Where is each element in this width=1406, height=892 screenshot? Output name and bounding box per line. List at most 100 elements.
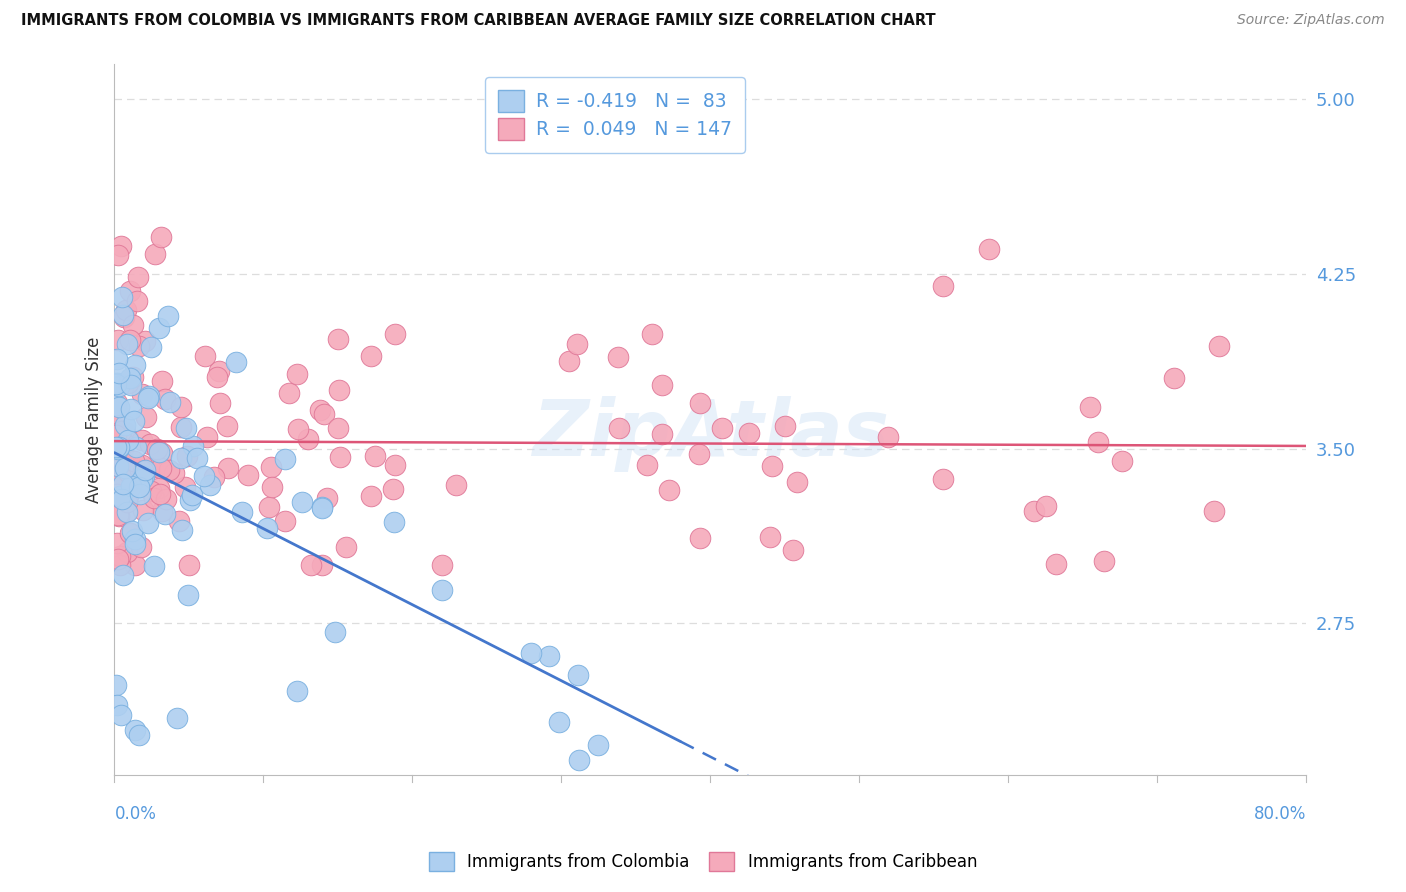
Point — [1092, 554, 1115, 568]
Point — [1035, 500, 1057, 514]
Point — [689, 395, 711, 409]
Point — [323, 625, 346, 640]
Point — [125, 294, 148, 309]
Point — [124, 358, 146, 372]
Point — [782, 543, 804, 558]
Point — [208, 396, 231, 410]
Point — [120, 377, 142, 392]
Point — [326, 421, 349, 435]
Point — [112, 310, 135, 324]
Point — [384, 326, 406, 341]
Point — [932, 278, 955, 293]
Point — [122, 318, 145, 332]
Point — [260, 480, 283, 494]
Point — [291, 495, 314, 509]
Text: ZipAtlas: ZipAtlas — [531, 396, 889, 472]
Point — [117, 432, 139, 446]
Point — [122, 370, 145, 384]
Point — [1078, 400, 1101, 414]
Point — [108, 549, 131, 564]
Point — [117, 336, 139, 351]
Point — [111, 567, 134, 582]
Point — [363, 449, 385, 463]
Point — [150, 374, 173, 388]
Point — [548, 715, 571, 730]
Point — [134, 463, 156, 477]
Point — [651, 426, 673, 441]
Point — [1022, 504, 1045, 518]
Point — [257, 500, 280, 515]
Point — [127, 269, 149, 284]
Point — [105, 468, 128, 483]
Point — [104, 428, 127, 442]
Point — [141, 340, 163, 354]
Point — [108, 509, 131, 524]
Point — [163, 466, 186, 480]
Point — [689, 531, 711, 545]
Point — [111, 308, 134, 322]
Point — [124, 558, 146, 573]
Point — [311, 558, 333, 573]
Point — [150, 461, 173, 475]
Point — [568, 753, 591, 767]
Point — [143, 247, 166, 261]
Point — [104, 376, 127, 391]
Text: Source: ZipAtlas.com: Source: ZipAtlas.com — [1237, 13, 1385, 28]
Point — [112, 435, 135, 450]
Point — [170, 400, 193, 414]
Point — [120, 477, 142, 491]
Point — [775, 419, 797, 434]
Point — [112, 462, 135, 476]
Point — [129, 487, 152, 501]
Point — [148, 445, 170, 459]
Point — [329, 450, 352, 464]
Point — [1111, 454, 1133, 468]
Legend: Immigrants from Colombia, Immigrants from Caribbean: Immigrants from Colombia, Immigrants fro… — [420, 843, 986, 880]
Point — [150, 446, 173, 460]
Point — [110, 708, 132, 723]
Point — [124, 537, 146, 551]
Point — [108, 400, 131, 414]
Point — [278, 386, 301, 401]
Point — [432, 558, 454, 573]
Point — [384, 458, 406, 473]
Point — [360, 489, 382, 503]
Point — [174, 420, 197, 434]
Point — [107, 508, 129, 522]
Point — [107, 248, 129, 262]
Point — [360, 349, 382, 363]
Point — [114, 461, 136, 475]
Point — [107, 379, 129, 393]
Point — [124, 723, 146, 737]
Point — [111, 442, 134, 456]
Text: 80.0%: 80.0% — [1254, 805, 1306, 823]
Point — [124, 440, 146, 454]
Point — [143, 558, 166, 573]
Point — [115, 544, 138, 558]
Point — [217, 460, 239, 475]
Point — [107, 479, 129, 493]
Point — [107, 442, 129, 457]
Point — [117, 376, 139, 390]
Point — [159, 395, 181, 409]
Point — [120, 284, 142, 298]
Point — [108, 440, 131, 454]
Point — [170, 450, 193, 465]
Point — [124, 454, 146, 468]
Point — [135, 409, 157, 424]
Point — [1163, 371, 1185, 385]
Point — [105, 432, 128, 446]
Point — [586, 738, 609, 752]
Point — [287, 367, 309, 381]
Point — [134, 334, 156, 348]
Point — [761, 458, 783, 473]
Legend: R = -0.419   N =  83, R =  0.049   N = 147: R = -0.419 N = 83, R = 0.049 N = 147 — [485, 77, 745, 153]
Point — [131, 458, 153, 472]
Point — [520, 646, 543, 660]
Point — [176, 449, 198, 463]
Point — [194, 349, 217, 363]
Point — [181, 488, 204, 502]
Point — [115, 495, 138, 509]
Point — [202, 470, 225, 484]
Point — [114, 418, 136, 433]
